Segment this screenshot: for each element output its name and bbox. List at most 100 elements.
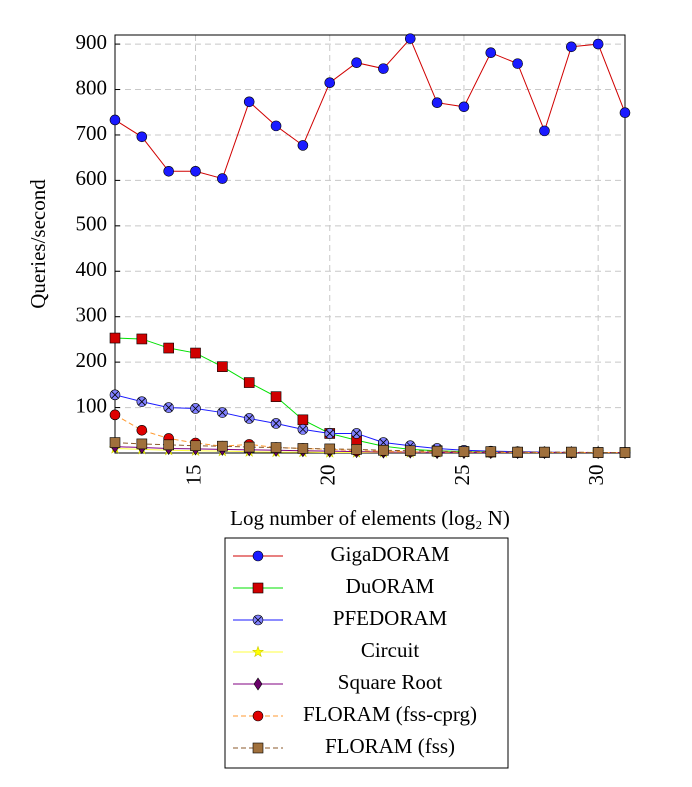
data-point	[324, 428, 336, 439]
data-point	[190, 347, 201, 359]
legend-label: Square Root	[338, 670, 443, 694]
data-point	[270, 418, 282, 429]
data-point	[217, 440, 228, 452]
data-point	[243, 96, 255, 108]
data-point	[243, 441, 255, 453]
data-point	[190, 166, 201, 177]
y-tick-label: 400	[76, 257, 108, 281]
data-point	[109, 409, 121, 421]
data-point	[136, 131, 148, 143]
series-line	[114, 37, 626, 180]
data-point	[217, 361, 228, 372]
data-point	[512, 446, 523, 458]
data-point	[458, 101, 470, 113]
data-point	[431, 97, 443, 108]
data-point	[297, 140, 309, 151]
marker-cross	[299, 425, 307, 434]
y-tick-label: 900	[76, 30, 108, 54]
data-point	[324, 443, 336, 455]
y-tick-label: 800	[76, 75, 108, 99]
data-point	[163, 402, 174, 413]
x-tick-label: 20	[316, 465, 340, 486]
legend-label: GigaDORAM	[331, 542, 450, 566]
data-point	[539, 125, 550, 137]
legend-label: FLORAM (fss)	[325, 734, 455, 758]
y-tick-label: 300	[76, 303, 108, 327]
marker-cross	[352, 429, 361, 438]
data-point	[109, 332, 121, 344]
x-tick-label: 15	[181, 465, 205, 486]
data-point	[270, 120, 282, 132]
data-point	[297, 443, 309, 454]
data-point	[109, 114, 121, 126]
data-point	[351, 444, 362, 455]
data-point	[431, 445, 443, 457]
marker-cross	[272, 419, 280, 428]
data-point	[190, 403, 201, 414]
y-tick-label: 500	[76, 212, 108, 236]
legend-marker	[252, 742, 264, 754]
data-point	[566, 41, 577, 53]
legend-marker	[252, 614, 264, 626]
data-point	[136, 333, 148, 345]
data-point	[270, 442, 282, 453]
y-tick-label: 200	[76, 348, 108, 372]
data-point	[378, 63, 389, 74]
data-point	[270, 391, 282, 402]
data-point	[485, 47, 497, 59]
y-tick-label: 700	[76, 121, 108, 145]
legend-marker	[252, 550, 264, 562]
data-point	[351, 57, 362, 69]
legend-marker	[252, 582, 264, 594]
data-point	[351, 428, 362, 439]
y-axis-label: Queries/second	[26, 179, 50, 309]
data-point	[243, 377, 255, 388]
legend-marker	[253, 677, 263, 691]
data-point	[378, 444, 389, 456]
marker-cross	[191, 404, 200, 413]
data-point	[485, 446, 497, 457]
legend-label: FLORAM (fss-cprg)	[303, 702, 477, 726]
data-point	[136, 438, 148, 450]
data-point	[324, 77, 336, 89]
data-point	[458, 446, 470, 457]
data-point	[539, 446, 550, 458]
data-point	[512, 58, 523, 69]
data-point	[163, 342, 174, 354]
plot-frame	[114, 34, 626, 454]
x-tick-label: 30	[584, 465, 608, 486]
legend-label: PFEDORAM	[333, 606, 448, 630]
data-point	[404, 445, 416, 457]
data-point	[136, 424, 148, 436]
marker-cross	[138, 397, 146, 406]
data-point	[217, 173, 228, 184]
legend-marker	[251, 645, 265, 658]
marker-cross	[325, 429, 334, 438]
marker-cross	[164, 403, 173, 412]
marker-cross	[111, 391, 119, 399]
y-tick-label: 100	[76, 393, 108, 417]
legend-label: Circuit	[361, 638, 419, 662]
data-point	[109, 437, 121, 448]
marker-cross	[245, 414, 253, 423]
data-point	[243, 413, 255, 424]
marker-cross	[254, 616, 262, 624]
marker-cross	[218, 408, 227, 417]
legend-label: DuORAM	[346, 574, 435, 598]
data-point	[404, 33, 416, 44]
data-point	[592, 447, 604, 458]
data-point	[190, 440, 201, 452]
data-point	[619, 107, 631, 118]
data-point	[619, 447, 631, 458]
x-axis-label: Log number of elements (log₂ N)	[230, 506, 510, 530]
data-point	[109, 389, 121, 401]
marker-cross	[379, 438, 388, 447]
data-point	[297, 414, 309, 426]
data-point	[136, 396, 148, 407]
legend-marker	[252, 710, 264, 722]
legend-box	[224, 537, 509, 769]
data-point	[297, 424, 309, 435]
y-tick-label: 600	[76, 166, 108, 190]
data-point	[163, 166, 174, 177]
